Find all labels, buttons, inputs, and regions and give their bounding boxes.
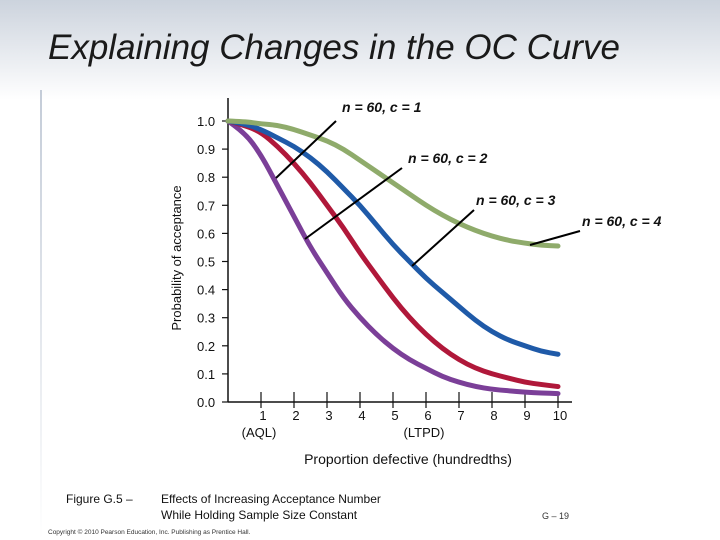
x-tick-label: 9 xyxy=(523,408,530,423)
x-tick-label: 1 xyxy=(259,408,266,423)
y-tick-label: 0.4 xyxy=(197,283,215,298)
y-tick-label: 0.8 xyxy=(197,170,215,185)
annotation-leader-line xyxy=(411,209,475,267)
y-tick-label: 0.7 xyxy=(197,198,215,213)
annotation-leader-line xyxy=(529,230,581,246)
y-tick-label: 0.0 xyxy=(197,395,215,410)
series-line-1 xyxy=(225,118,561,397)
x-tick-label: 6 xyxy=(424,408,431,423)
series-line-2 xyxy=(225,118,561,390)
series-annotation-label: n = 60, c = 3 xyxy=(476,192,556,208)
x-tick-label: 8 xyxy=(490,408,497,423)
x-annotation-label: (LTPD) xyxy=(404,425,445,440)
copyright-text: Copyright © 2010 Pearson Education, Inc.… xyxy=(48,529,251,536)
page-number: G – 19 xyxy=(542,511,570,521)
y-tick-label: 1.0 xyxy=(197,114,215,129)
header-gradient xyxy=(0,0,720,100)
series-annotation-label: n = 60, c = 2 xyxy=(408,150,488,166)
y-tick-label: 0.5 xyxy=(197,255,215,270)
y-tick-label: 0.9 xyxy=(197,142,215,157)
caption-line-1: Effects of Increasing Acceptance Number xyxy=(161,492,381,506)
series-annotation-label: n = 60, c = 1 xyxy=(342,99,422,115)
left-divider xyxy=(40,90,42,540)
series-line-4 xyxy=(225,118,561,249)
y-tick-label: 0.6 xyxy=(197,226,215,241)
annotation-leader-line xyxy=(304,167,403,240)
figure-caption: Figure G.5 – Effects of Increasing Accept… xyxy=(66,491,381,523)
caption-line-2: While Holding Sample Size Constant xyxy=(161,508,358,522)
x-axis-title: Proportion defective (hundredths) xyxy=(304,451,512,467)
y-tick-label: 0.2 xyxy=(197,339,215,354)
x-tick-label: 3 xyxy=(325,408,332,423)
slide-title: Explaining Changes in the OC Curve xyxy=(48,28,620,67)
x-tick-label: 4 xyxy=(358,408,365,423)
caption-figure-number: Figure G.5 – xyxy=(66,492,133,506)
series-line-3 xyxy=(225,118,561,357)
x-tick-label: 2 xyxy=(292,408,299,423)
x-annotation-label: (AQL) xyxy=(242,425,277,440)
y-axis-title: Probability of acceptance xyxy=(169,185,184,330)
x-tick-label: 10 xyxy=(553,408,567,423)
x-tick-label: 7 xyxy=(457,408,464,423)
y-tick-label: 0.1 xyxy=(197,367,215,382)
annotation-leader-line xyxy=(275,120,337,179)
series-annotation-label: n = 60, c = 4 xyxy=(582,213,662,229)
y-tick-label: 0.3 xyxy=(197,311,215,326)
x-tick-label: 5 xyxy=(391,408,398,423)
